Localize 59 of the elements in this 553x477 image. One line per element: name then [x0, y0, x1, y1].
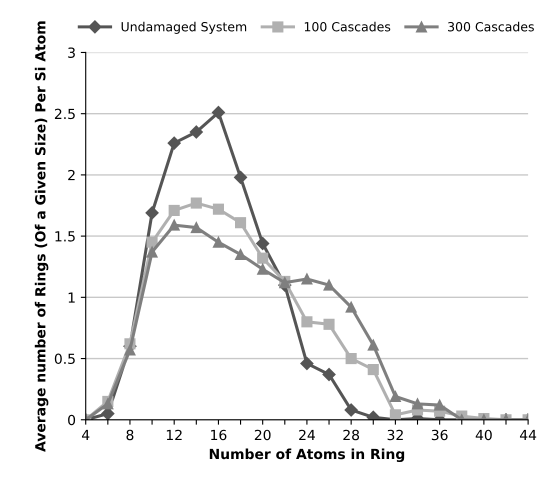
point [190, 125, 203, 139]
x-tick-label: 40 [476, 430, 492, 440]
point [235, 248, 246, 260]
point [346, 302, 357, 313]
x-axis-title: Number of Atoms in Ring [210, 448, 404, 462]
point [101, 407, 114, 420]
x-tick-label: 44 [520, 430, 536, 440]
x-tick-label: 32 [388, 430, 403, 440]
point [301, 273, 312, 285]
point [346, 352, 357, 364]
point [257, 252, 268, 264]
point [168, 220, 180, 231]
x-tick-label: 16 [211, 430, 226, 440]
y-tick-label: 1 [68, 292, 75, 303]
legend-label: 300 Cascades [448, 22, 534, 32]
point [124, 344, 136, 356]
legend-label: Undamaged System [122, 22, 246, 34]
point [190, 198, 202, 209]
point [235, 217, 246, 228]
y-tick-label: 0.5 [54, 354, 75, 364]
x-tick-label: 28 [343, 430, 360, 440]
point [190, 222, 202, 234]
y-tick-label: 2.5 [54, 108, 75, 120]
point [168, 136, 181, 150]
point [212, 204, 224, 215]
x-tick-label: 20 [254, 430, 271, 440]
point [146, 236, 158, 248]
point [102, 398, 114, 410]
y-tick-label: 0 [68, 414, 76, 426]
point [368, 340, 379, 351]
point [412, 398, 424, 410]
y-tick-label: 1.5 [55, 231, 75, 242]
x-tick-label: 24 [299, 430, 315, 440]
point [257, 264, 268, 275]
x-tick-label: 4 [82, 430, 90, 440]
x-tick-label: 12 [166, 430, 182, 440]
point [368, 364, 379, 376]
point [301, 316, 312, 328]
x-tick-label: 8 [126, 430, 134, 440]
point [168, 204, 180, 216]
point [323, 280, 335, 291]
point [390, 390, 401, 402]
point [434, 400, 446, 411]
x-tick-label: 36 [432, 430, 448, 440]
point [390, 409, 401, 420]
point [145, 206, 159, 220]
point [234, 170, 248, 184]
point [212, 106, 226, 120]
point [322, 368, 336, 382]
y-axis-title: Average number of Rings (Of a Given Size) Per Si Atom [34, 21, 48, 452]
point [212, 236, 224, 248]
y-tick-label: 2 [68, 170, 75, 180]
point [256, 236, 270, 250]
point [300, 356, 314, 370]
legend-label: 100 Cascades [304, 22, 390, 32]
point [344, 403, 358, 417]
y-tick-label: 3 [68, 47, 75, 58]
point [146, 246, 158, 258]
point [323, 318, 335, 330]
